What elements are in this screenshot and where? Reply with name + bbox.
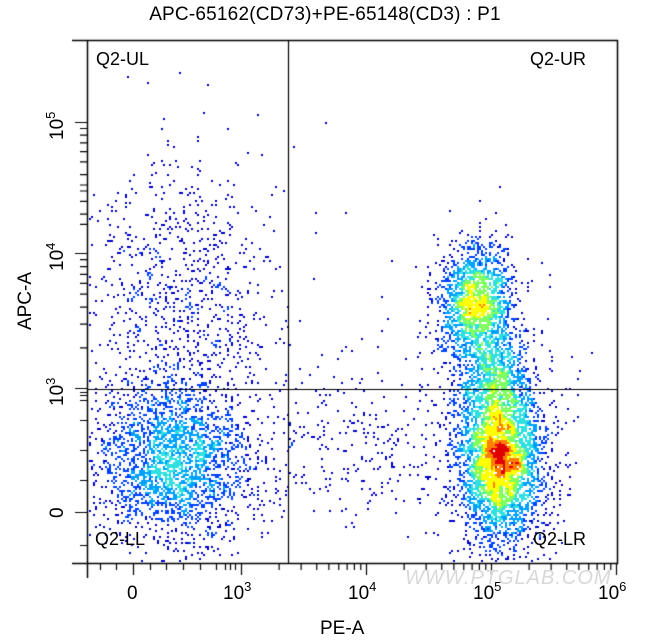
x-tick-label: 0 (127, 583, 138, 604)
quadrant-label-ul: Q2-UL (96, 49, 150, 69)
x-tick-label: 103 (223, 579, 252, 604)
x-tick-label: 105 (473, 579, 502, 604)
x-tick-label: 104 (348, 579, 377, 604)
x-tick-label: 106 (598, 579, 627, 604)
y-tick-label: 105 (43, 111, 68, 140)
y-tick-label: 104 (43, 242, 68, 271)
y-tick-label: 0 (47, 507, 68, 518)
watermark: WWW.PTGLAB.COM (405, 567, 612, 589)
quadrant-label-ll: Q2-LL (95, 529, 146, 549)
quadrant-label-ur: Q2-UR (530, 49, 587, 69)
quadrant-label-lr: Q2-LR (533, 529, 587, 549)
y-tick-label: 103 (43, 377, 68, 406)
